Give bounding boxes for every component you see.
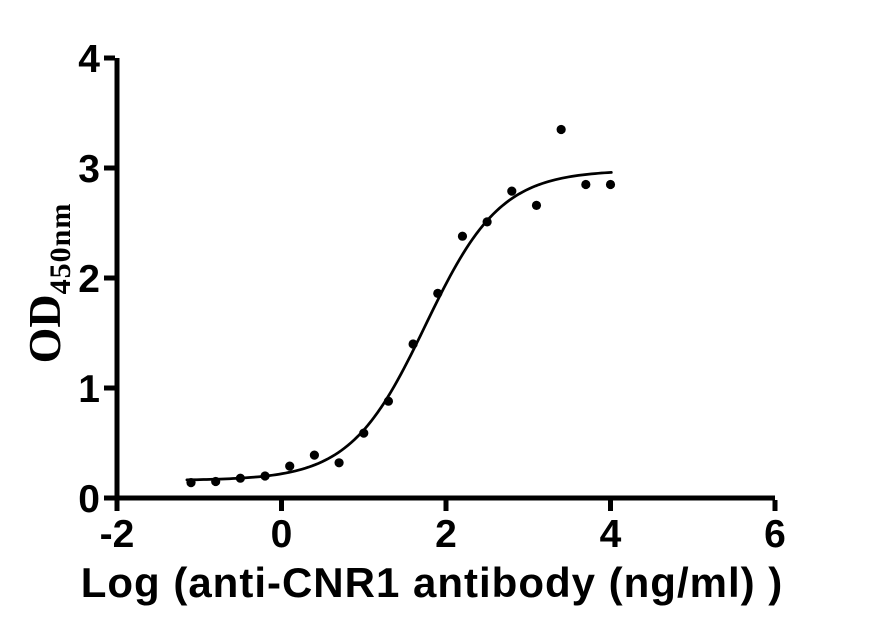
data-point — [211, 476, 221, 487]
data-point — [605, 179, 616, 190]
data-point — [433, 288, 443, 298]
data-point — [556, 124, 566, 135]
x-tick-label: 6 — [764, 513, 786, 556]
data-point — [531, 200, 542, 210]
x-axis-title: Log (anti-CNR1 antibody (ng/ml) ) — [81, 559, 784, 606]
fit-curve — [185, 171, 613, 482]
y-tick-label: 1 — [78, 368, 100, 411]
y-axis-title: OD450nm — [19, 203, 77, 364]
data-point — [260, 471, 270, 481]
y-tick-label: 3 — [78, 148, 100, 191]
data-point — [235, 473, 245, 483]
x-tick-label: 4 — [600, 513, 622, 556]
y-axis-title-subscript: 450nm — [44, 203, 77, 295]
y-tick-label: 2 — [78, 258, 100, 301]
data-point — [408, 339, 418, 349]
x-tick-label: 0 — [271, 513, 293, 556]
data-point — [285, 461, 295, 471]
data-point — [482, 217, 492, 227]
data-point — [581, 179, 591, 190]
data-point — [309, 450, 319, 460]
data-point — [457, 231, 468, 241]
data-point — [186, 478, 196, 488]
data-point — [334, 458, 344, 468]
data-point — [383, 396, 394, 406]
y-tick-label: 4 — [78, 38, 100, 81]
y-tick-label: 0 — [78, 478, 100, 521]
x-tick-label: 2 — [435, 513, 457, 556]
x-tick-label: -2 — [100, 513, 135, 556]
data-point — [507, 186, 517, 196]
axes-frame — [114, 58, 775, 501]
data-point — [359, 428, 369, 438]
y-axis-title-main: OD — [19, 294, 70, 363]
